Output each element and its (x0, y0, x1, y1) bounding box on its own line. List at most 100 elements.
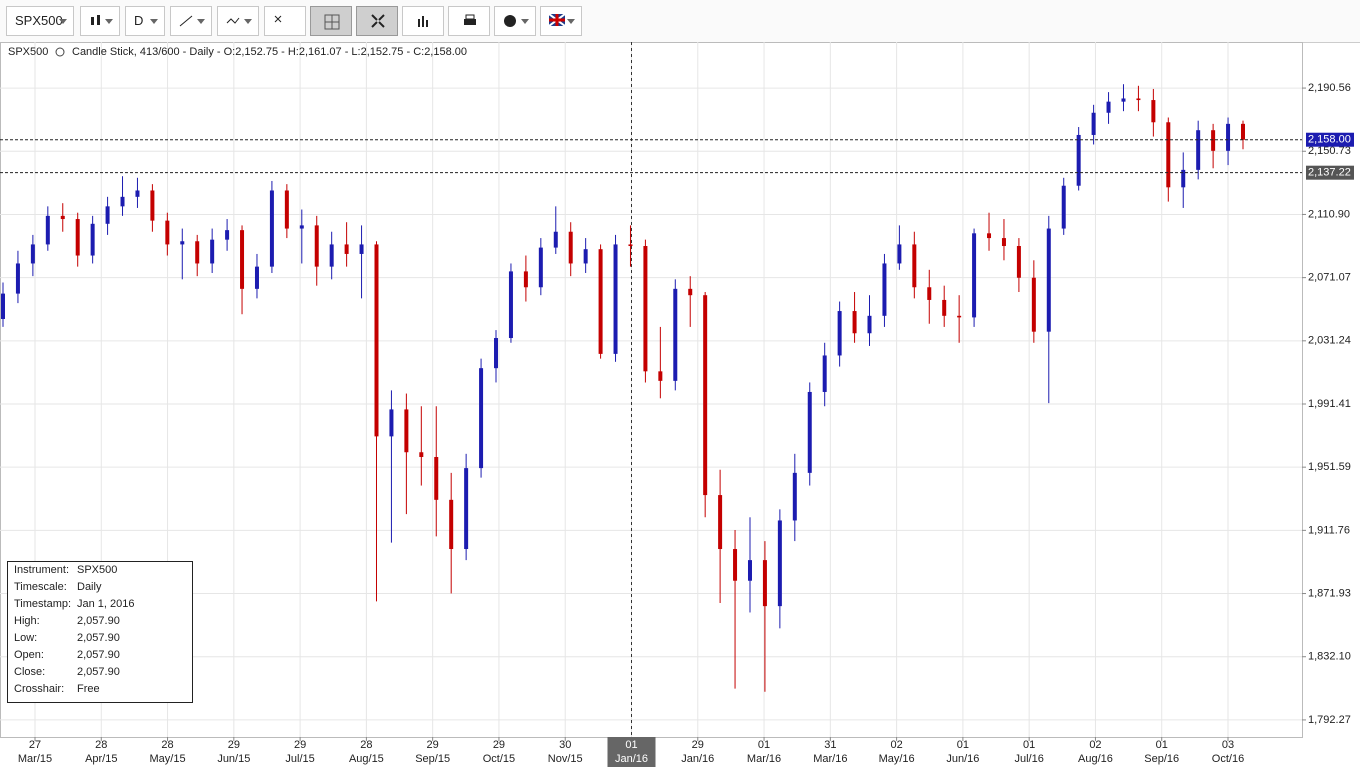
x-tick-day: 01 (1023, 739, 1035, 751)
price-label-bg (1306, 132, 1354, 147)
candle-body (464, 468, 469, 550)
candle-body (105, 206, 110, 224)
candle-body (299, 225, 304, 229)
candle-body (90, 223, 95, 256)
candle-body (389, 409, 394, 437)
instrument-select[interactable]: SPX500 (6, 6, 74, 36)
x-tick-day: 28 (360, 739, 372, 751)
candle-body (165, 220, 170, 245)
info-value: 2,057.90 (77, 632, 120, 644)
candle-body (225, 230, 230, 240)
x-tick-month: Oct/15 (483, 753, 515, 765)
x-tick-month: Jun/15 (217, 753, 250, 765)
candle-body (269, 190, 274, 267)
theme-select[interactable] (494, 6, 536, 36)
x-tick-month: Mar/15 (18, 753, 52, 765)
x-tick-month: Mar/16 (813, 753, 847, 765)
x-tick-month: Jun/16 (946, 753, 979, 765)
visibility-icon (55, 47, 65, 57)
info-key: Instrument: (14, 564, 69, 576)
candle-body (867, 315, 872, 334)
candle-body (60, 215, 65, 220)
candle-body (583, 249, 588, 264)
candle-body (1151, 100, 1156, 123)
x-tick-month: Mar/16 (747, 753, 781, 765)
y-tick-label: 1,792.27 (1308, 714, 1351, 726)
candle-body (75, 219, 80, 256)
x-tick-day: 27 (29, 739, 41, 751)
x-tick-month: May/16 (879, 753, 915, 765)
x-tick-day: 28 (161, 739, 173, 751)
candle-body (1, 293, 5, 319)
candle-body (777, 520, 782, 607)
y-tick-label: 2,031.24 (1308, 335, 1351, 347)
candle-body (1076, 134, 1081, 186)
info-value: 2,057.90 (77, 649, 120, 661)
candle-body (822, 355, 827, 392)
draw-tool-select[interactable] (170, 6, 212, 36)
candle-body (344, 244, 349, 254)
x-tick-day: 28 (95, 739, 107, 751)
candle-body (494, 338, 499, 369)
chart-type-select[interactable] (80, 6, 120, 36)
x-tick-day: 29 (427, 739, 439, 751)
timescale-text: D (134, 13, 144, 28)
candle-body (434, 457, 439, 500)
y-tick-label: 2,150.73 (1308, 145, 1351, 157)
x-tick-month: Jul/16 (1014, 753, 1043, 765)
crosshair-label-bg (607, 737, 656, 767)
remove-all-button[interactable] (264, 6, 306, 36)
candle-body (195, 241, 200, 264)
x-tick-day: 03 (1222, 739, 1234, 751)
candle-body (957, 315, 962, 318)
candle-body (1196, 130, 1201, 170)
candle-body (1121, 98, 1126, 102)
info-key: Open: (14, 649, 44, 661)
volume-button[interactable] (402, 6, 444, 36)
candle-body (30, 244, 35, 264)
x-tick-month: Nov/15 (548, 753, 583, 765)
candle-body (942, 299, 947, 316)
candle-body (658, 371, 663, 381)
candle-body (1166, 122, 1171, 188)
candle-body (523, 271, 528, 288)
print-button[interactable] (448, 6, 490, 36)
x-tick-month: Oct/16 (1212, 753, 1244, 765)
indicator-select[interactable] (217, 6, 259, 36)
timescale-select[interactable]: D (125, 6, 165, 36)
chart-header: Candle Stick, 413/600 - Daily - O:2,152.… (72, 46, 467, 58)
candle-body (1106, 101, 1111, 113)
x-tick-month: Sep/15 (415, 753, 450, 765)
info-value: Free (77, 683, 100, 695)
candle-body (314, 225, 319, 267)
plot-area (0, 42, 1303, 738)
x-tick-month: Jan/16 (681, 753, 714, 765)
x-tick-month: Aug/16 (1078, 753, 1113, 765)
x-tick-day: 29 (294, 739, 306, 751)
candle-body (240, 230, 245, 289)
candle-body (703, 295, 708, 496)
x-tick-day: 29 (228, 739, 240, 751)
crosshair-button[interactable] (310, 6, 352, 36)
candle-body (419, 452, 424, 458)
candle-body (598, 249, 603, 354)
candle-body (284, 190, 289, 229)
info-key: Timestamp: (14, 598, 71, 610)
candle-body (1061, 185, 1066, 229)
candle-body (852, 311, 857, 334)
x-tick-day: 30 (559, 739, 571, 751)
x-tick-day: 02 (1089, 739, 1101, 751)
x-tick-month: May/15 (150, 753, 186, 765)
candle-body (479, 368, 484, 469)
fullscreen-button[interactable] (356, 6, 398, 36)
x-tick-day: 29 (692, 739, 704, 751)
info-key: High: (14, 615, 40, 627)
info-value: 2,057.90 (77, 615, 120, 627)
info-key: Timescale: (14, 581, 67, 593)
y-tick-label: 1,911.76 (1308, 524, 1350, 536)
candle-body (538, 247, 543, 288)
info-value: Jan 1, 2016 (77, 598, 135, 610)
language-select[interactable] (540, 6, 582, 36)
candle-body (135, 190, 140, 197)
instrument-text: SPX500 (15, 13, 63, 28)
